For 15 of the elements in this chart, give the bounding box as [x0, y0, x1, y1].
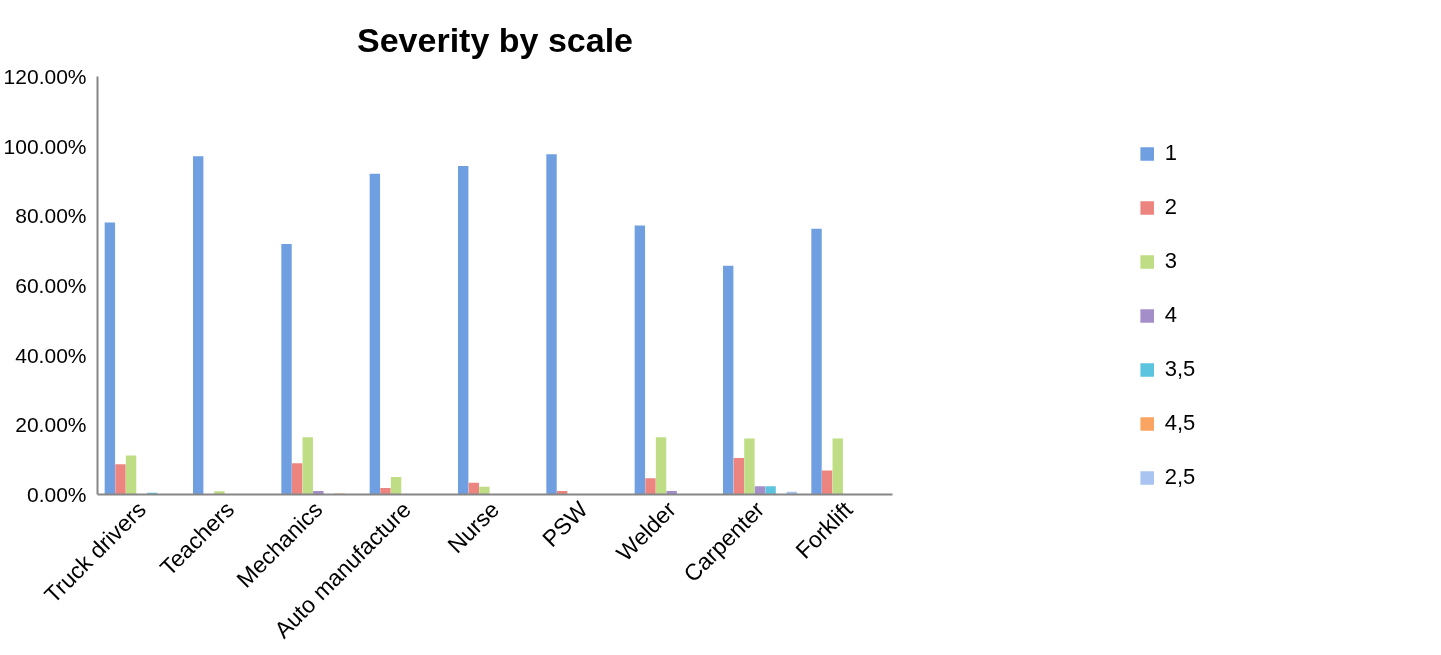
y-tick-label: 80.00% — [15, 204, 87, 228]
y-tick-label: 40.00% — [15, 343, 87, 367]
y-tick-label: 120.00% — [3, 65, 87, 88]
y-tick-label: 100.00% — [3, 134, 87, 158]
legend-label: 3,5 — [1164, 356, 1196, 382]
chart-title: Severity by scale — [357, 20, 633, 59]
legend-label: 1 — [1164, 140, 1178, 166]
legend-label: 4,5 — [1164, 410, 1196, 436]
y-tick-label: 20.00% — [15, 413, 87, 437]
legend-label: 4 — [1164, 302, 1178, 328]
legend-label: 2 — [1164, 194, 1178, 220]
legend-label: 2,5 — [1164, 464, 1196, 490]
y-tick-label: 0.00% — [26, 483, 87, 506]
y-tick-label: 60.00% — [15, 274, 87, 297]
legend-label: 3 — [1164, 248, 1178, 274]
